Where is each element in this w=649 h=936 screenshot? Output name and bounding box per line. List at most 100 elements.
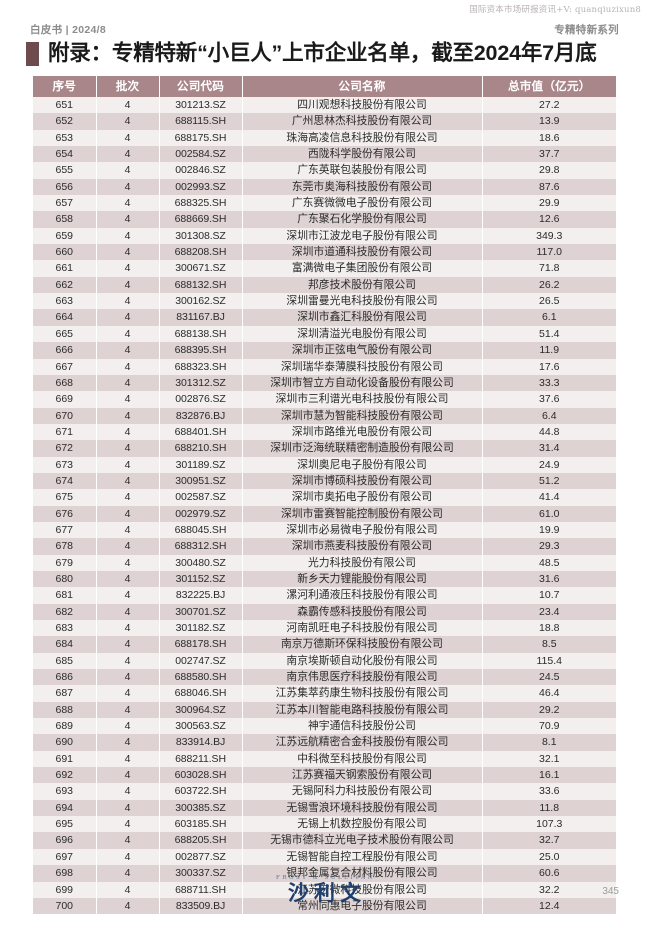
- cell-index: 674: [33, 472, 97, 490]
- cell-batch: 4: [96, 848, 160, 866]
- cell-code: 833509.BJ: [159, 897, 243, 915]
- table-row: 682 4 300701.SZ 森霸传感科技股份有限公司 23.4: [33, 603, 616, 620]
- cell-company-name: 无锡智能自控工程股份有限公司: [242, 848, 483, 866]
- cell-batch: 4: [96, 342, 160, 359]
- cell-code: 300671.SZ: [159, 260, 243, 277]
- table-row: 674 4 300951.SZ 深圳市博硕科技股份有限公司 51.2: [33, 472, 616, 490]
- cell-company-name: 江苏远航精密合金科技股份有限公司: [242, 734, 483, 751]
- cell-company-name: 深圳市雷赛智能控制股份有限公司: [242, 505, 483, 522]
- table-row: 656 4 002993.SZ 东莞市奥海科技股份有限公司 87.6: [33, 178, 616, 196]
- table-header: 序号 批次 公司代码 公司名称 总市值（亿元）: [33, 76, 616, 97]
- column-header-marketcap: 总市值（亿元）: [482, 76, 616, 97]
- cell-company-name: 深圳市智立方自动化设备股份有限公司: [242, 374, 483, 392]
- cell-code: 688325.SH: [159, 195, 243, 212]
- cell-batch: 4: [96, 113, 160, 130]
- table-row: 652 4 688115.SH 广州思林杰科技股份有限公司 13.9: [33, 113, 616, 130]
- cell-market-cap: 26.5: [482, 293, 616, 310]
- cell-code: 603185.SH: [159, 816, 243, 833]
- cell-batch: 4: [96, 227, 160, 245]
- cell-market-cap: 87.6: [482, 178, 616, 196]
- cell-index: 662: [33, 276, 97, 294]
- cell-market-cap: 6.4: [482, 407, 616, 424]
- cell-company-name: 富满微电子集团股份有限公司: [242, 260, 483, 277]
- cell-company-name: 光力科技股份有限公司: [242, 554, 483, 571]
- cell-company-name: 珠海高凌信息科技股份有限公司: [242, 129, 483, 147]
- cell-market-cap: 19.9: [482, 521, 616, 539]
- table-row: 651 4 301213.SZ 四川观想科技股份有限公司 27.2: [33, 97, 616, 114]
- cell-company-name: 广东英联包装股份有限公司: [242, 162, 483, 179]
- cell-batch: 4: [96, 603, 160, 620]
- cell-company-name: 深圳清溢光电股份有限公司: [242, 325, 483, 343]
- cell-batch: 4: [96, 505, 160, 522]
- table-row: 695 4 603185.SH 无锡上机数控股份有限公司 107.3: [33, 816, 616, 833]
- table-row: 690 4 833914.BJ 江苏远航精密合金科技股份有限公司 8.1: [33, 734, 616, 751]
- cell-company-name: 广州思林杰科技股份有限公司: [242, 113, 483, 130]
- cell-company-name: 四川观想科技股份有限公司: [242, 97, 483, 114]
- cell-code: 688395.SH: [159, 342, 243, 359]
- cell-market-cap: 48.5: [482, 554, 616, 571]
- cell-code: 301152.SZ: [159, 570, 243, 588]
- cell-batch: 4: [96, 456, 160, 473]
- cell-code: 002979.SZ: [159, 505, 243, 522]
- cell-company-name: 深圳市正弦电气股份有限公司: [242, 342, 483, 359]
- table-row: 692 4 603028.SH 江苏赛福天钢索股份有限公司 16.1: [33, 767, 616, 784]
- table-row: 685 4 002747.SZ 南京埃斯顿自动化股份有限公司 115.4: [33, 652, 616, 670]
- cell-code: 301312.SZ: [159, 374, 243, 392]
- cell-index: 653: [33, 129, 97, 147]
- cell-batch: 4: [96, 587, 160, 604]
- cell-market-cap: 29.9: [482, 195, 616, 212]
- cell-company-name: 深圳市道通科技股份有限公司: [242, 244, 483, 261]
- cell-batch: 4: [96, 129, 160, 147]
- cell-code: 688211.SH: [159, 750, 243, 768]
- cell-index: 697: [33, 848, 97, 866]
- cell-index: 665: [33, 325, 97, 343]
- table-row: 653 4 688175.SH 珠海高凌信息科技股份有限公司 18.6: [33, 129, 616, 147]
- cell-index: 694: [33, 799, 97, 817]
- cell-market-cap: 51.4: [482, 325, 616, 343]
- cell-index: 658: [33, 211, 97, 228]
- table-row: 696 4 688205.SH 无锡市德科立光电子技术股份有限公司 32.7: [33, 832, 616, 849]
- cell-index: 671: [33, 423, 97, 441]
- cell-batch: 4: [96, 865, 160, 882]
- cell-company-name: 南京万德斯环保科技股份有限公司: [242, 636, 483, 653]
- cell-batch: 4: [96, 538, 160, 555]
- table-row: 654 4 002584.SZ 西陇科学股份有限公司 37.7: [33, 146, 616, 163]
- cell-batch: 4: [96, 195, 160, 212]
- cell-code: 688205.SH: [159, 832, 243, 849]
- table-row: 655 4 002846.SZ 广东英联包装股份有限公司 29.8: [33, 162, 616, 179]
- cell-index: 660: [33, 244, 97, 261]
- cell-code: 002587.SZ: [159, 489, 243, 506]
- cell-batch: 4: [96, 554, 160, 571]
- cell-company-name: 无锡阿科力科技股份有限公司: [242, 783, 483, 800]
- cell-code: 300385.SZ: [159, 799, 243, 817]
- cell-market-cap: 107.3: [482, 816, 616, 833]
- cell-code: 688045.SH: [159, 521, 243, 539]
- cell-code: 688132.SH: [159, 276, 243, 294]
- cell-index: 672: [33, 440, 97, 457]
- cell-company-name: 深圳雷曼光电科技股份有限公司: [242, 293, 483, 310]
- cell-market-cap: 46.4: [482, 685, 616, 702]
- cell-market-cap: 23.4: [482, 603, 616, 620]
- running-head-right: 专精特新系列: [554, 24, 619, 36]
- cell-batch: 4: [96, 636, 160, 653]
- cell-index: 691: [33, 750, 97, 768]
- cell-market-cap: 33.6: [482, 783, 616, 800]
- cell-batch: 4: [96, 293, 160, 310]
- cell-index: 690: [33, 734, 97, 751]
- cell-company-name: 中科微至科技股份有限公司: [242, 750, 483, 768]
- cell-batch: 4: [96, 718, 160, 735]
- cell-market-cap: 32.7: [482, 832, 616, 849]
- table-row: 684 4 688178.SH 南京万德斯环保科技股份有限公司 8.5: [33, 636, 616, 653]
- table-row: 687 4 688046.SH 江苏集萃药康生物科技股份有限公司 46.4: [33, 685, 616, 702]
- cell-code: 688323.SH: [159, 358, 243, 375]
- cell-batch: 4: [96, 734, 160, 751]
- cell-code: 300337.SZ: [159, 865, 243, 882]
- cell-market-cap: 17.6: [482, 358, 616, 375]
- cell-code: 688210.SH: [159, 440, 243, 457]
- cell-company-name: 深圳市燕麦科技股份有限公司: [242, 538, 483, 555]
- cell-index: 670: [33, 407, 97, 424]
- cell-code: 688711.SH: [159, 881, 243, 898]
- column-header-name: 公司名称: [242, 76, 483, 97]
- column-header-batch: 批次: [96, 76, 160, 97]
